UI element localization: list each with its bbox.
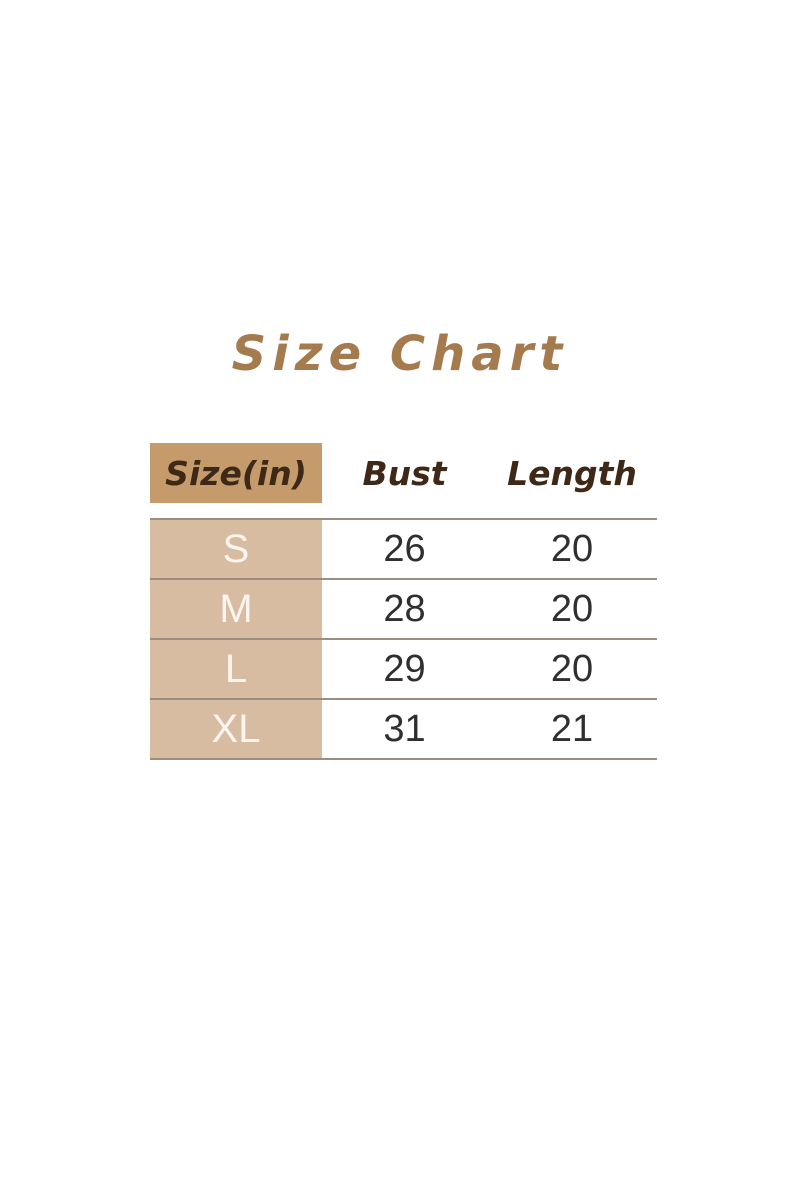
size-chart-table: Size(in) Bust Length S 26 20 M 28 20 L 2… bbox=[150, 443, 657, 760]
column-header-size: Size(in) bbox=[150, 443, 322, 503]
size-label: XL bbox=[150, 700, 322, 758]
page-title: Size Chart bbox=[231, 326, 569, 382]
table-row: M 28 20 bbox=[150, 580, 657, 640]
size-label: S bbox=[150, 520, 322, 578]
table-body: S 26 20 M 28 20 L 29 20 XL 31 21 bbox=[150, 518, 657, 760]
column-header-bust: Bust bbox=[362, 453, 447, 493]
column-header-length: Length bbox=[507, 453, 637, 493]
bust-value: 26 bbox=[383, 527, 426, 570]
size-label: M bbox=[150, 580, 322, 638]
bust-value: 28 bbox=[383, 587, 426, 630]
table-row: S 26 20 bbox=[150, 520, 657, 580]
table-header-row: Size(in) Bust Length bbox=[150, 443, 657, 503]
length-value: 20 bbox=[550, 647, 594, 690]
table-row: XL 31 21 bbox=[150, 700, 657, 760]
length-value: 20 bbox=[550, 527, 594, 570]
bust-value: 29 bbox=[383, 647, 426, 690]
length-value: 21 bbox=[550, 707, 594, 750]
length-value: 20 bbox=[550, 587, 594, 630]
size-label: L bbox=[150, 640, 322, 698]
table-row: L 29 20 bbox=[150, 640, 657, 700]
bust-value: 31 bbox=[383, 707, 426, 750]
